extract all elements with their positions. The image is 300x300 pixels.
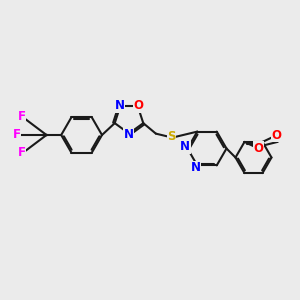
Text: O: O: [253, 142, 263, 155]
Text: N: N: [191, 161, 201, 174]
Text: S: S: [167, 130, 176, 143]
Text: N: N: [180, 140, 190, 154]
Text: N: N: [123, 128, 134, 141]
Text: O: O: [134, 99, 144, 112]
Text: F: F: [18, 110, 26, 124]
Text: F: F: [18, 146, 26, 160]
Text: N: N: [115, 99, 124, 112]
Text: O: O: [271, 129, 281, 142]
Text: F: F: [13, 128, 20, 142]
